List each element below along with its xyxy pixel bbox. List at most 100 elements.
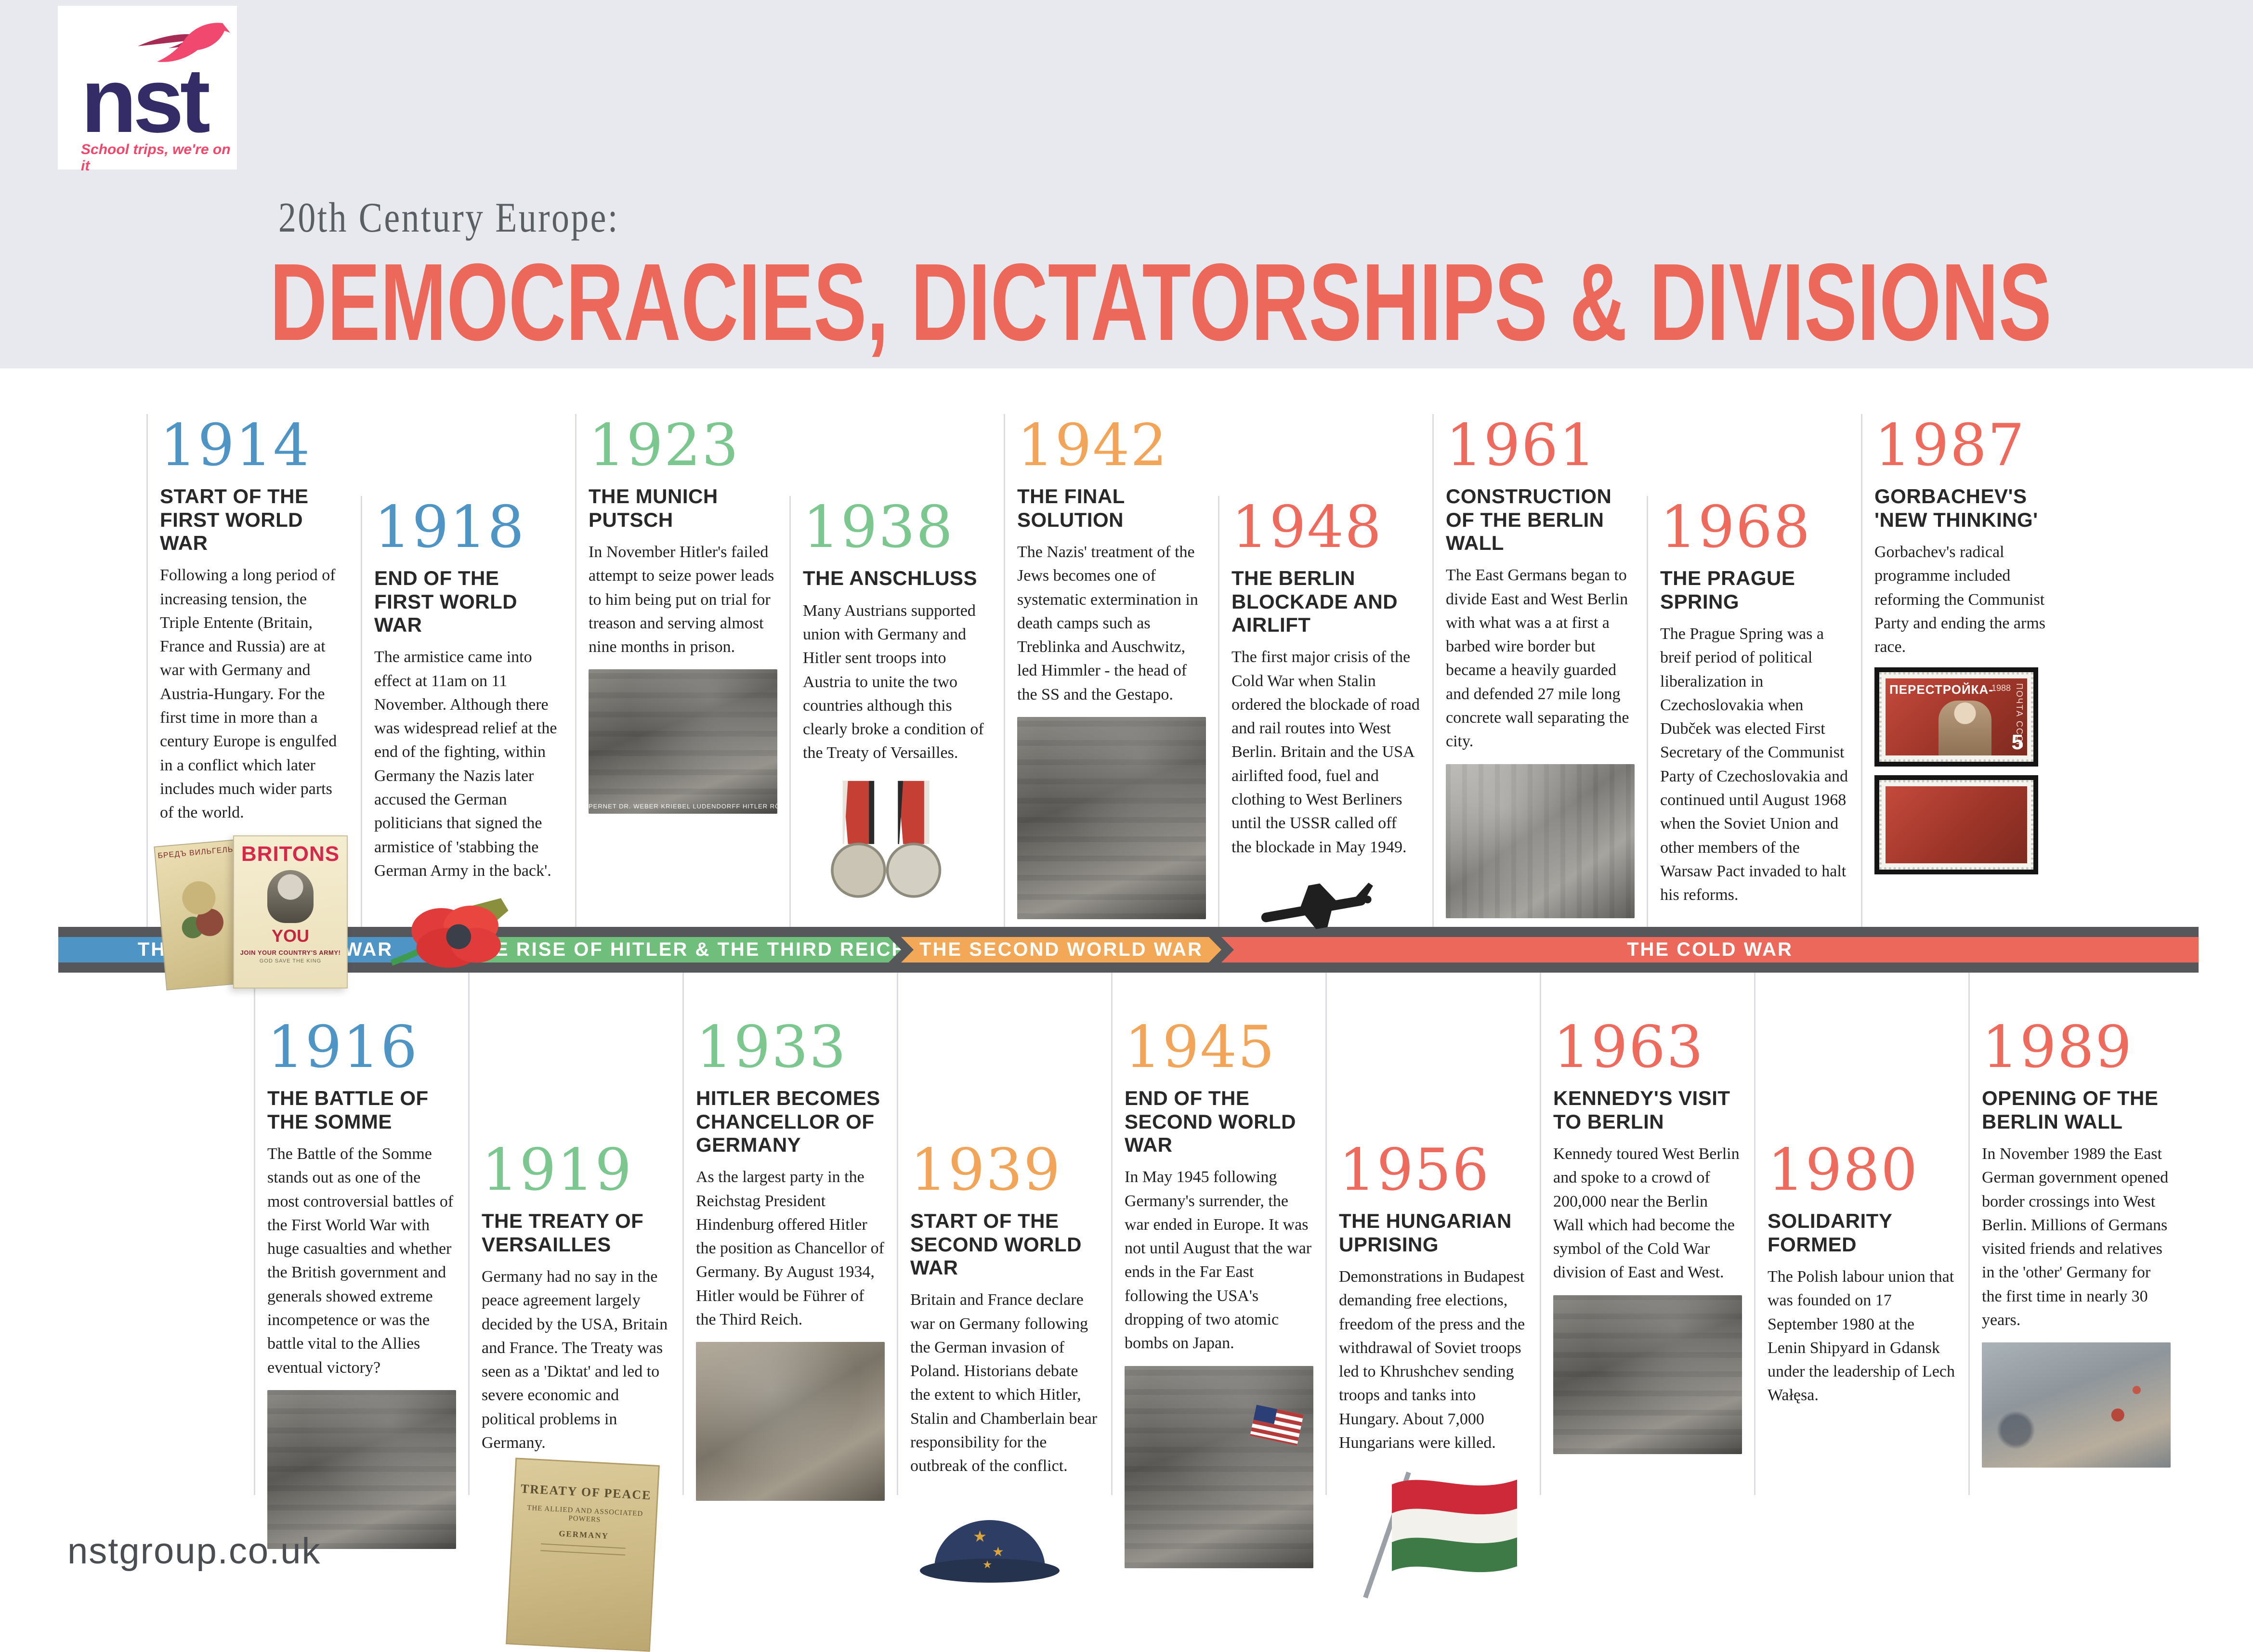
event-title: START OF THE SECOND WORLD WAR [910, 1210, 1082, 1279]
event-body: The Nazis' treatment of the Jews becomes… [1017, 543, 1198, 703]
event-1961-image-berlin-wall-photo [1446, 764, 1635, 918]
book-text: GERMANY [558, 1529, 609, 1541]
event-title: KENNEDY'S VISIT TO BERLIN [1553, 1087, 1730, 1133]
us-flag-icon [1250, 1404, 1304, 1446]
stamp-paper [1879, 780, 2033, 870]
logo-tagline: School trips, we're on it [81, 142, 231, 174]
hungarian-flag-icon [1363, 1471, 1517, 1599]
event-1989-image-wall-crowd-photo [1982, 1342, 2171, 1468]
column-divider [1647, 496, 1648, 927]
stamp-artwork: ПЕРЕСТРОЙКА- 1988 ПОЧТА СССР 5 [1886, 678, 2027, 756]
main-title-text: DEMOCRACIES, DICTATORSHIPS & DIVISIONS [270, 245, 2052, 360]
logo-text: nst [81, 50, 210, 152]
event-title: SOLIDARITY FORMED [1768, 1210, 1892, 1256]
column-divider [1432, 414, 1434, 927]
column-divider [1004, 414, 1005, 927]
column-divider [1754, 973, 1755, 1495]
main-title: DEMOCRACIES, DICTATORSHIPS & DIVISIONS [270, 245, 2052, 360]
event-1956-image-hungarian-flag [1339, 1465, 1528, 1602]
poster-illustration [170, 870, 235, 947]
era-segment-rise-of-hitler: THE RISE OF HITLER & THE THIRD REICH [472, 937, 901, 963]
deportation-train-photo [1017, 717, 1206, 920]
poster-text: GOD SAVE THE KING [259, 958, 322, 964]
event-year: 1919 [482, 1137, 633, 1204]
column-divider [361, 496, 362, 927]
event-year: 1939 [910, 1137, 1061, 1204]
stamp-text: 1988 [1991, 683, 2011, 693]
event-body: In November Hitler's failed attempt to s… [589, 543, 774, 656]
event-title: THE TREATY OF VERSAILLES [482, 1210, 644, 1256]
column-divider [146, 414, 148, 927]
event-title: OPENING OF THE BERLIN WALL [1982, 1087, 2159, 1133]
somme-battlefield-photo [267, 1390, 456, 1549]
hitler-hindenburg-handshake-photo [696, 1342, 885, 1501]
event-year: 1956 [1339, 1137, 1490, 1204]
event-title: THE FINAL SOLUTION [1017, 485, 1125, 531]
event-year: 1980 [1768, 1137, 1919, 1204]
event-body: Demonstrations in Budapest demanding fre… [1339, 1267, 1525, 1452]
swallow-bird-icon [138, 23, 230, 62]
stamp-artwork [1886, 786, 2027, 864]
event-year: 1942 [1017, 412, 1168, 479]
column-divider [682, 973, 684, 1495]
book-title: TREATY OF PEACE [520, 1482, 652, 1503]
nst-logo: nst School trips, we're on it [58, 6, 237, 174]
event-1923-image-putsch-photo: PERNET DR. WEBER KRIEBEL LUDENDORFF HITL… [589, 669, 777, 814]
event-title: CONSTRUCTION OF THE BERLIN WALL [1446, 485, 1612, 554]
era-label: THE RISE OF HITLER & THE THIRD REICH [466, 939, 907, 960]
event-body: Germany had no say in the peace agreemen… [482, 1267, 668, 1452]
footer-url[interactable]: nstgroup.co.uk [67, 1531, 321, 1572]
column-divider [1325, 973, 1327, 1495]
event-body: The armistice came into effect at 11am o… [374, 648, 557, 880]
event-1987: 1987 GORBACHEV'S 'NEW THINKING' Gorbache… [1874, 412, 2063, 875]
column-divider [575, 414, 576, 927]
event-title: HITLER BECOMES CHANCELLOR OF GERMANY [696, 1087, 880, 1156]
soviet-stamp [1874, 775, 2038, 875]
event-1933: 1933 HITLER BECOMES CHANCELLOR OF GERMAN… [696, 1018, 885, 1501]
event-1961: 1961 CONSTRUCTION OF THE BERLIN WALL The… [1446, 416, 1635, 918]
event-1916: 1916 THE BATTLE OF THE SOMME The Battle … [267, 1018, 456, 1549]
event-year: 1933 [696, 1014, 847, 1081]
event-body: As the largest party in the Reichstag Pr… [696, 1168, 884, 1329]
column-divider [1218, 496, 1219, 927]
perestroika-stamp: ПЕРЕСТРОЙКА- 1988 ПОЧТА СССР 5 [1874, 667, 2038, 767]
svg-text:★: ★ [992, 1544, 1004, 1559]
event-1963: 1963 KENNEDY'S VISIT TO BERLIN Kennedy t… [1553, 1018, 1742, 1454]
event-body: The Polish labour union that was founded… [1768, 1267, 1955, 1405]
stamp-text: 5 [2011, 730, 2023, 754]
event-1914-image-propaganda-posters: БРЕДЪ ВИЛЬГЕЛЬМА BRITONS YOU JOIN YOUR C… [154, 835, 349, 994]
era-label: THE SECOND WORLD WAR [919, 939, 1203, 960]
poster-text: JOIN YOUR COUNTRY'S ARMY! [240, 949, 341, 956]
era-label: THE COLD WAR [1627, 939, 1793, 960]
event-body: In November 1989 the East German governm… [1982, 1145, 2169, 1329]
kitchener-portrait [267, 870, 314, 923]
event-1939-image-helmet: ★ ★ ★ [910, 1489, 1099, 1602]
event-body: Gorbachev's radical programme included r… [1874, 543, 2046, 656]
column-divider [1968, 973, 1970, 1495]
poster-text: BRITONS [241, 842, 340, 866]
treaty-of-peace-book: TREATY OF PEACE THE ALLIED AND ASSOCIATE… [506, 1457, 660, 1652]
event-1914: 1914 START OF THE FIRST WORLD WAR Follow… [154, 416, 349, 994]
event-title: THE BERLIN BLOCKADE AND AIRLIFT [1231, 567, 1398, 636]
book-subtitle: THE ALLIED AND ASSOCIATED POWERS [526, 1504, 643, 1524]
event-year: 1963 [1553, 1014, 1704, 1081]
berlin-wall-crowd-photo [1982, 1342, 2171, 1468]
column-divider [789, 496, 791, 927]
event-1918-image-poppy [374, 893, 563, 973]
column-divider [1540, 973, 1541, 1495]
column-divider [897, 973, 898, 1495]
event-1938: 1938 THE ANSCHLUSS Many Austrians suppor… [803, 498, 992, 923]
event-1942-image-deportation-photo [1017, 717, 1206, 920]
britons-kitchener-poster: BRITONS YOU JOIN YOUR COUNTRY'S ARMY! GO… [233, 835, 348, 989]
poster-text: YOU [271, 925, 309, 946]
event-year: 1987 [1874, 412, 2026, 479]
column-divider [1861, 414, 1862, 927]
event-body: Britain and France declare war on German… [910, 1291, 1098, 1475]
event-year: 1968 [1660, 494, 1811, 561]
event-1916-image-somme-photo [267, 1390, 456, 1549]
event-year: 1918 [374, 494, 525, 561]
kennedy-brandt-photo [1553, 1295, 1742, 1454]
event-1923: 1923 THE MUNICH PUTSCH In November Hitle… [589, 416, 777, 814]
event-year: 1989 [1982, 1014, 2133, 1081]
event-body: The Battle of the Somme stands out as on… [267, 1145, 454, 1377]
